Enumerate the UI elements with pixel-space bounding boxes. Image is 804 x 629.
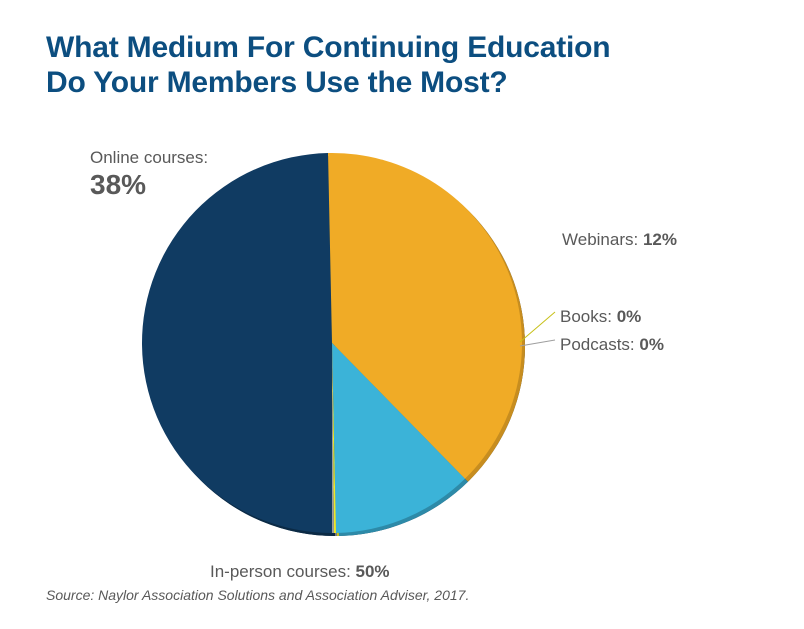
label-value-podcasts: 0% bbox=[639, 335, 664, 354]
label-value-books: 0% bbox=[617, 307, 642, 326]
source-note: Source: Naylor Association Solutions and… bbox=[46, 587, 469, 603]
label-inperson: In-person courses: 50% bbox=[210, 562, 390, 582]
label-value-online: 38% bbox=[90, 168, 208, 202]
label-podcasts: Podcasts: 0% bbox=[560, 335, 664, 355]
label-name-online: Online courses: bbox=[90, 148, 208, 167]
pie-chart-svg bbox=[0, 0, 804, 629]
label-value-inperson: 50% bbox=[356, 562, 390, 581]
label-online: Online courses:38% bbox=[90, 148, 208, 202]
pie-slice-inperson bbox=[142, 153, 332, 533]
label-name-podcasts: Podcasts: bbox=[560, 335, 639, 354]
label-name-inperson: In-person courses: bbox=[210, 562, 356, 581]
label-value-webinars: 12% bbox=[643, 230, 677, 249]
leader-podcasts bbox=[520, 340, 555, 346]
label-name-books: Books: bbox=[560, 307, 617, 326]
label-name-webinars: Webinars: bbox=[562, 230, 643, 249]
label-webinars: Webinars: 12% bbox=[562, 230, 677, 250]
leader-books bbox=[520, 312, 555, 342]
label-books: Books: 0% bbox=[560, 307, 641, 327]
